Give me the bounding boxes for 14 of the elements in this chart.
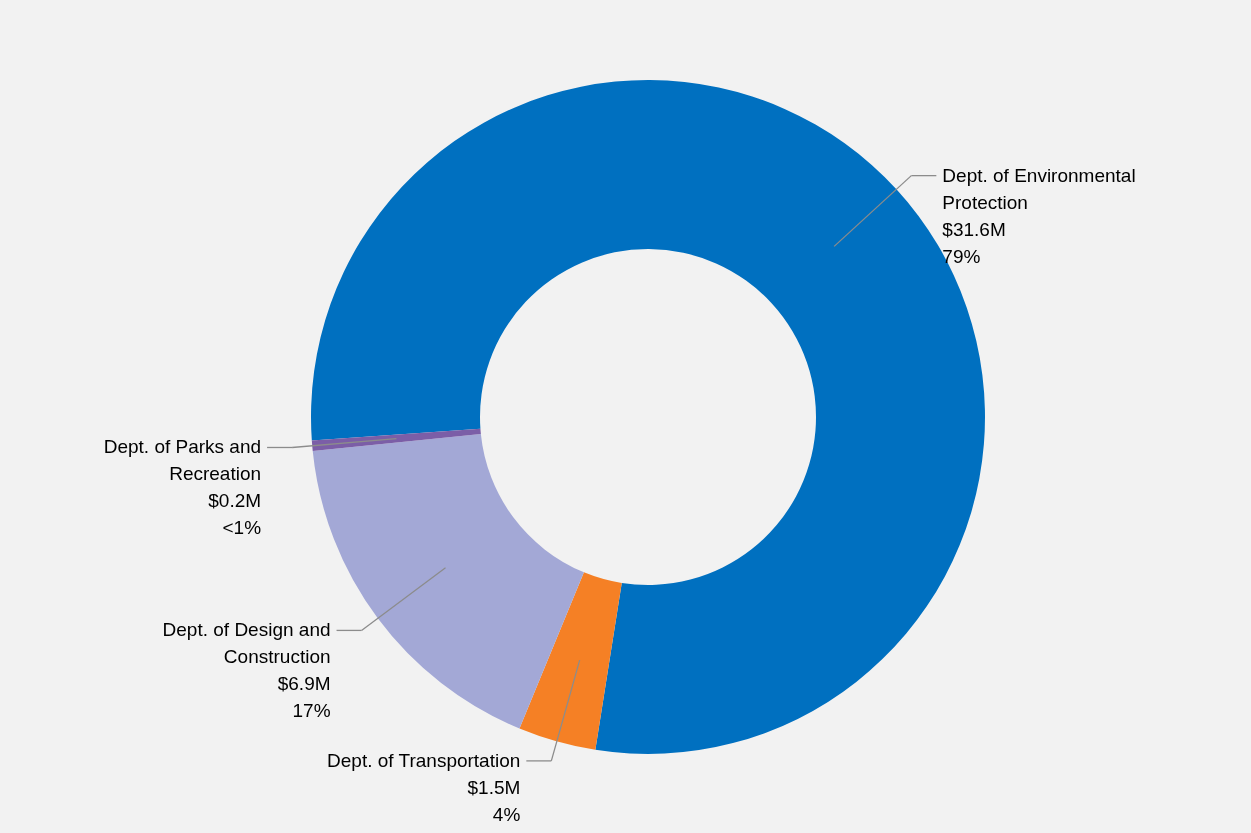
text: <1%	[222, 517, 262, 539]
donut-slice	[311, 428, 481, 451]
data-label: $1.5M	[467, 776, 521, 798]
slice-label: Dept. of Parks and Recreation	[103, 436, 262, 485]
data-label: $6.9M	[277, 673, 331, 695]
text: 17%	[292, 700, 331, 722]
slice-label: Dept. of Design and Construction	[162, 619, 331, 668]
data-label: $0.2M	[208, 490, 262, 512]
slice-label: Dept. of Environmental Protection	[942, 164, 1136, 213]
data-label: $31.6M	[942, 218, 1006, 240]
text: 79%	[942, 245, 981, 267]
text: 4%	[492, 803, 521, 825]
donut-slice	[519, 572, 622, 750]
slice-label: Dept. of Transportation	[327, 749, 521, 771]
